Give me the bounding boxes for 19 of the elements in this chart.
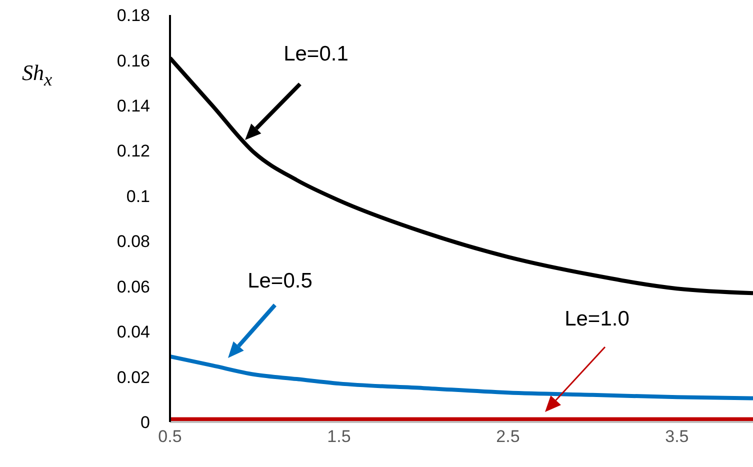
y-axis-title: Sh$_{x}$ <box>22 60 52 90</box>
y-tick-label: 0.06 <box>116 277 150 296</box>
y-tick-label: 0.02 <box>116 368 150 387</box>
x-tick-label: 2.5 <box>496 427 520 446</box>
y-tick-label: 0.18 <box>116 6 150 26</box>
y-tick-label: 0.1 <box>126 186 150 206</box>
line-series <box>170 354 753 400</box>
annotation: Le=0.5 <box>248 270 312 293</box>
x-tick-label: 0.5 <box>158 427 182 446</box>
y-tick-label: 0.04 <box>116 322 150 342</box>
y-tick-label: 0 <box>140 413 150 432</box>
y-tick-label: 0.08 <box>116 232 150 252</box>
annotation: Le=0.1 <box>284 42 348 66</box>
y-tick-label: 0.14 <box>116 96 150 116</box>
y-tick-label: 0.16 <box>116 51 150 70</box>
x-tick-label: 3.5 <box>665 427 689 446</box>
x-tick-label: 1.5 <box>327 427 351 446</box>
annotation: Le=1.0 <box>564 308 630 331</box>
y-tick-label: 0.12 <box>116 142 150 161</box>
